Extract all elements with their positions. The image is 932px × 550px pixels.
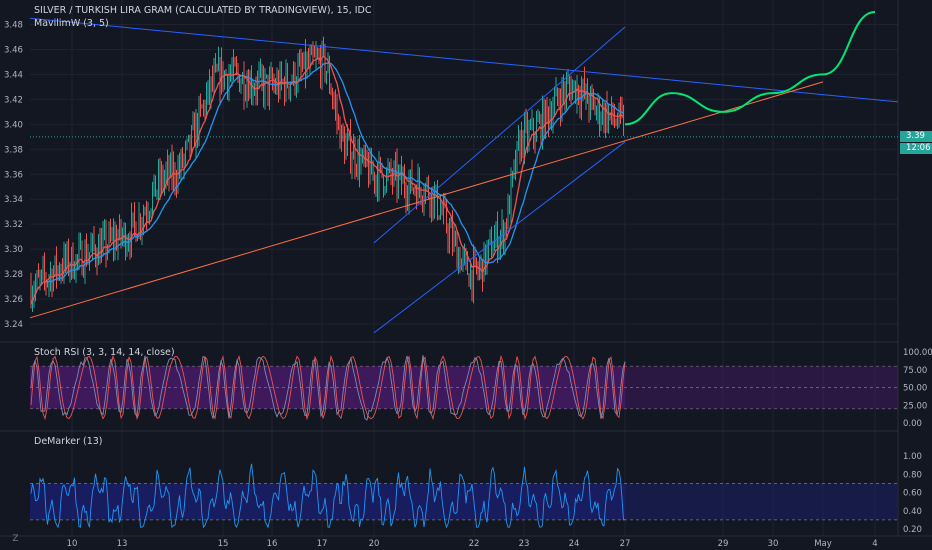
price-axis-tick: 3.38 xyxy=(4,145,23,155)
time-axis-tick: 30 xyxy=(768,539,779,549)
time-axis-tick: 29 xyxy=(718,539,729,549)
stoch-rsi-k-line xyxy=(30,355,626,421)
indicator-label-mavilim: MavilimW (3, 5) xyxy=(34,18,109,29)
price-axis-tick: 3.42 xyxy=(4,95,23,105)
price-axis-tick: 3.34 xyxy=(4,195,23,205)
time-axis-tick: May xyxy=(814,539,832,549)
stoch-rsi-axis-tick: 0.00 xyxy=(903,419,922,429)
demarker-axis-tick: 0.20 xyxy=(903,525,922,535)
stoch-rsi-axis-tick: 100.00 xyxy=(903,348,932,358)
demarker-band xyxy=(625,483,898,520)
trendline-channel-upper xyxy=(373,26,626,244)
time-axis-tick: 20 xyxy=(369,539,380,549)
timezone-icon[interactable]: Z xyxy=(12,534,19,544)
last-price-badge: 3.39 xyxy=(900,131,932,142)
trendline-support xyxy=(29,81,824,319)
stoch-rsi-d-line xyxy=(30,354,626,421)
indicator-label-stoch-rsi: Stoch RSI (3, 3, 14, 14, close) xyxy=(34,347,175,358)
price-axis-tick: 3.36 xyxy=(4,170,23,180)
time-axis-tick: 17 xyxy=(317,539,328,549)
indicator-label-demarker: DeMarker (13) xyxy=(34,436,103,447)
demarker-axis-tick: 0.40 xyxy=(903,507,922,517)
price-axis-tick: 3.32 xyxy=(4,220,23,230)
price-axis-tick: 3.28 xyxy=(4,270,23,280)
price-axis-tick: 3.30 xyxy=(4,245,23,255)
price-axis-tick: 3.26 xyxy=(4,295,23,305)
time-axis-tick: 16 xyxy=(267,539,278,549)
mavilim-fast-line xyxy=(30,55,624,305)
demarker-band xyxy=(30,483,625,520)
stoch-rsi-axis-tick: 25.00 xyxy=(903,401,927,411)
price-axis-tick: 3.44 xyxy=(4,70,23,80)
trendline-channel-lower xyxy=(373,141,626,334)
demarker-axis-tick: 0.80 xyxy=(903,470,922,480)
demarker-axis-tick: 0.60 xyxy=(903,489,922,499)
time-axis-tick: 22 xyxy=(469,539,480,549)
demarker-axis-tick: 1.00 xyxy=(903,452,922,462)
price-axis-tick: 3.40 xyxy=(4,120,23,130)
forecast-curve xyxy=(624,11,876,126)
demarker-line xyxy=(30,463,626,529)
chart-title: SILVER / TURKISH LIRA GRAM (CALCULATED B… xyxy=(34,5,372,16)
time-axis-tick: 24 xyxy=(569,539,580,549)
time-axis-tick: 10 xyxy=(67,539,78,549)
price-axis-tick: 3.24 xyxy=(4,320,23,330)
time-axis-tick: 15 xyxy=(218,539,229,549)
stoch-rsi-band xyxy=(625,366,898,409)
time-axis-tick: 27 xyxy=(620,539,631,549)
price-axis-tick: 3.46 xyxy=(4,45,23,55)
stoch-rsi-axis-tick: 50.00 xyxy=(903,384,927,394)
price-axis-tick: 3.48 xyxy=(4,20,23,30)
trendline-resistance xyxy=(29,17,899,103)
time-axis-tick: 13 xyxy=(117,539,128,549)
bar-countdown-badge: 12:06 xyxy=(900,143,932,154)
mavilim-slow-line xyxy=(30,62,624,305)
time-axis-tick: 4 xyxy=(872,539,877,549)
time-axis-tick: 23 xyxy=(519,539,530,549)
stoch-rsi-axis-tick: 75.00 xyxy=(903,366,927,376)
